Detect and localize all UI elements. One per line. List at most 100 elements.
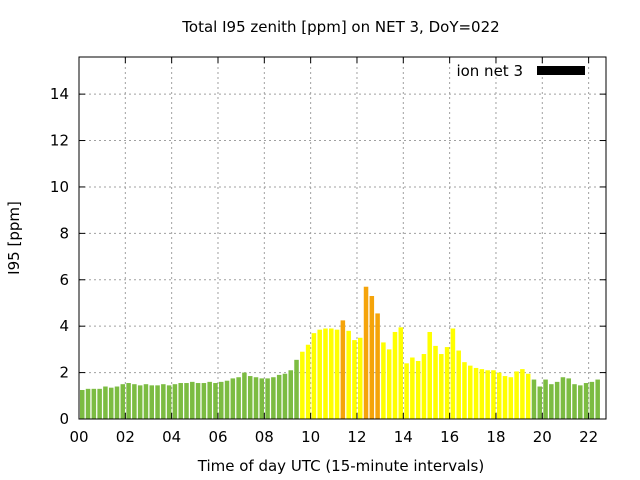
bar: [172, 384, 178, 419]
bar: [427, 331, 432, 419]
x-tick-label: 08: [255, 428, 274, 446]
grid: [79, 57, 606, 419]
bar: [485, 370, 490, 419]
legend-label: ion net 3: [456, 62, 523, 80]
y-tick-label: 2: [59, 364, 69, 382]
bar: [352, 340, 357, 419]
bar: [392, 331, 398, 419]
bar: [195, 383, 201, 419]
bar: [91, 388, 97, 419]
bar: [363, 286, 369, 419]
y-tick-label: 0: [59, 410, 69, 428]
bar: [276, 374, 282, 419]
bar: [531, 379, 537, 419]
bar: [572, 384, 577, 419]
bar: [508, 377, 514, 419]
bar: [311, 333, 317, 419]
bar: [415, 360, 421, 419]
bar: [126, 383, 131, 419]
bar: [369, 296, 375, 419]
bar: [589, 381, 595, 419]
plot-frame: [78, 56, 607, 420]
bar: [549, 384, 554, 419]
bar: [329, 328, 334, 419]
bar: [525, 373, 531, 419]
bar: [456, 350, 461, 419]
bar: [491, 370, 496, 419]
bar: [560, 377, 566, 419]
bar: [346, 330, 351, 419]
bar: [247, 376, 253, 419]
bar: [149, 385, 155, 419]
bar: [178, 383, 183, 419]
bar: [218, 381, 224, 419]
y-tick-label: 12: [50, 132, 69, 150]
x-tick-label: 14: [394, 428, 413, 446]
x-axis-label: Time of day UTC (15-minute intervals): [197, 457, 484, 475]
bar: [439, 354, 444, 419]
bar: [230, 378, 236, 419]
bar: [132, 384, 137, 419]
bar: [340, 320, 346, 419]
bar: [381, 342, 386, 419]
x-tick-label: 16: [440, 428, 459, 446]
bar: [120, 384, 126, 419]
bar: [114, 386, 120, 419]
bar: [143, 384, 149, 419]
bar: [566, 378, 571, 419]
bar: [80, 389, 85, 419]
bar: [473, 367, 479, 419]
bar: [224, 380, 230, 419]
bar: [103, 386, 108, 419]
bar: [479, 369, 485, 419]
bar: [520, 369, 525, 419]
x-tick-label: 10: [301, 428, 320, 446]
bar: [357, 337, 363, 419]
bar: [294, 359, 299, 419]
bar: [398, 327, 404, 419]
bar: [166, 385, 172, 419]
y-tick-label: 14: [50, 85, 69, 103]
legend-swatch: [537, 66, 585, 75]
bar: [213, 383, 218, 419]
bar: [305, 344, 311, 419]
bar: [375, 313, 380, 419]
bar: [578, 385, 583, 419]
x-tick-label: 02: [116, 428, 135, 446]
bar: [496, 372, 502, 419]
bar: [184, 383, 189, 419]
y-tick-label: 4: [59, 317, 69, 335]
bar: [404, 363, 409, 419]
bar: [271, 377, 276, 419]
bar: [155, 385, 160, 419]
bar: [334, 329, 340, 419]
x-tick-label: 12: [347, 428, 366, 446]
bar: [288, 370, 293, 419]
bar: [554, 381, 560, 419]
bar: [502, 376, 508, 419]
x-tick-label: 04: [162, 428, 181, 446]
legend: ion net 3: [456, 62, 585, 80]
y-axis-label: I95 [ppm]: [5, 201, 23, 275]
bar: [108, 387, 114, 419]
bar: [462, 362, 467, 419]
bar: [85, 388, 91, 419]
x-tick-label: 00: [69, 428, 88, 446]
bar: [323, 328, 328, 419]
bar: [161, 384, 166, 419]
x-tick-label: 18: [486, 428, 505, 446]
x-tick-label: 20: [533, 428, 552, 446]
y-tick-label: 8: [59, 224, 69, 242]
bar: [450, 328, 456, 419]
x-tick-label: 22: [579, 428, 598, 446]
bar: [253, 377, 259, 419]
bar: [444, 347, 450, 419]
bar: [97, 388, 102, 419]
bar: [433, 345, 438, 419]
bar: [386, 349, 392, 419]
bar: [595, 379, 600, 419]
bar: [259, 378, 265, 419]
bar: [317, 329, 322, 419]
bar: [207, 381, 212, 419]
